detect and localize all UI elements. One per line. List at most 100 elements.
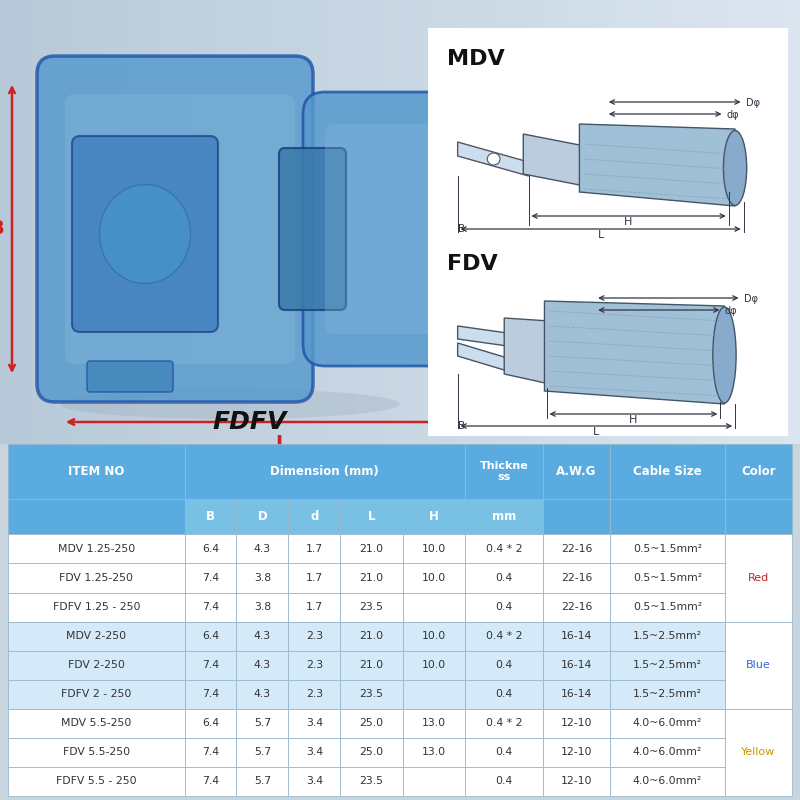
Polygon shape [523, 134, 585, 186]
Text: L: L [368, 510, 375, 523]
Text: 21.0: 21.0 [359, 573, 383, 583]
Polygon shape [458, 326, 507, 346]
Text: 25.0: 25.0 [359, 747, 383, 758]
Text: 10.0: 10.0 [422, 573, 446, 583]
Text: Color: Color [741, 465, 775, 478]
FancyBboxPatch shape [340, 680, 402, 709]
FancyBboxPatch shape [725, 534, 792, 622]
FancyBboxPatch shape [185, 738, 237, 767]
Text: 12-10: 12-10 [561, 747, 592, 758]
FancyBboxPatch shape [340, 563, 402, 593]
FancyBboxPatch shape [340, 650, 402, 680]
Text: 7.4: 7.4 [202, 777, 219, 786]
Text: FDFV 5.5 - 250: FDFV 5.5 - 250 [56, 777, 137, 786]
Text: 0.4 * 2: 0.4 * 2 [486, 631, 522, 641]
FancyBboxPatch shape [8, 709, 185, 738]
Text: 4.0~6.0mm²: 4.0~6.0mm² [633, 777, 702, 786]
Text: 0.4: 0.4 [495, 747, 513, 758]
Text: 4.3: 4.3 [254, 690, 271, 699]
FancyBboxPatch shape [237, 767, 288, 796]
Text: 4.0~6.0mm²: 4.0~6.0mm² [633, 718, 702, 728]
FancyBboxPatch shape [288, 593, 340, 622]
FancyBboxPatch shape [402, 680, 465, 709]
Text: 0.4: 0.4 [495, 660, 513, 670]
FancyBboxPatch shape [465, 499, 542, 534]
FancyBboxPatch shape [465, 534, 542, 563]
FancyBboxPatch shape [465, 738, 542, 767]
FancyBboxPatch shape [725, 709, 792, 796]
FancyBboxPatch shape [8, 534, 185, 563]
FancyBboxPatch shape [237, 680, 288, 709]
Text: 0.5~1.5mm²: 0.5~1.5mm² [633, 602, 702, 612]
Text: 4.3: 4.3 [254, 631, 271, 641]
Text: 2.3: 2.3 [306, 690, 323, 699]
Text: 4.3: 4.3 [254, 660, 271, 670]
Text: mm: mm [492, 510, 516, 523]
FancyBboxPatch shape [87, 361, 173, 392]
FancyBboxPatch shape [8, 738, 185, 767]
Text: 25.0: 25.0 [359, 718, 383, 728]
Circle shape [487, 153, 500, 165]
FancyBboxPatch shape [542, 622, 610, 650]
Text: 1.5~2.5mm²: 1.5~2.5mm² [633, 631, 702, 641]
Text: L: L [275, 434, 287, 453]
Text: 10.0: 10.0 [422, 544, 446, 554]
FancyBboxPatch shape [340, 767, 402, 796]
FancyBboxPatch shape [237, 622, 288, 650]
FancyBboxPatch shape [610, 650, 725, 680]
Text: 7.4: 7.4 [202, 747, 219, 758]
FancyBboxPatch shape [185, 650, 237, 680]
FancyBboxPatch shape [185, 593, 237, 622]
Text: 3.4: 3.4 [306, 777, 323, 786]
Text: MDV 2-250: MDV 2-250 [66, 631, 126, 641]
FancyBboxPatch shape [402, 534, 465, 563]
Text: B: B [458, 421, 465, 431]
Text: L: L [598, 230, 604, 240]
Text: 1.7: 1.7 [306, 544, 323, 554]
Text: 3.8: 3.8 [254, 573, 271, 583]
FancyBboxPatch shape [237, 499, 288, 534]
FancyBboxPatch shape [402, 767, 465, 796]
FancyBboxPatch shape [288, 767, 340, 796]
Text: Cable Size: Cable Size [633, 465, 702, 478]
FancyBboxPatch shape [465, 767, 542, 796]
Text: 3.4: 3.4 [306, 747, 323, 758]
FancyBboxPatch shape [185, 444, 465, 499]
FancyBboxPatch shape [465, 593, 542, 622]
Text: 3.8: 3.8 [254, 602, 271, 612]
FancyBboxPatch shape [610, 534, 725, 563]
Text: H: H [630, 415, 638, 425]
FancyBboxPatch shape [402, 650, 465, 680]
Polygon shape [579, 124, 735, 206]
FancyBboxPatch shape [8, 444, 185, 499]
Text: 21.0: 21.0 [359, 660, 383, 670]
Text: B: B [458, 224, 465, 234]
Text: H: H [624, 217, 632, 227]
Text: 5.7: 5.7 [254, 718, 271, 728]
FancyBboxPatch shape [725, 622, 792, 709]
Ellipse shape [467, 119, 513, 339]
Text: Dimension (mm): Dimension (mm) [270, 465, 379, 478]
Text: Yellow: Yellow [741, 747, 775, 758]
Text: 1.5~2.5mm²: 1.5~2.5mm² [633, 660, 702, 670]
Text: dφ: dφ [725, 306, 737, 316]
Ellipse shape [713, 307, 736, 403]
FancyBboxPatch shape [288, 650, 340, 680]
FancyBboxPatch shape [237, 593, 288, 622]
Text: A.W.G: A.W.G [556, 465, 597, 478]
Text: 6.4: 6.4 [202, 631, 219, 641]
Text: 13.0: 13.0 [422, 718, 446, 728]
FancyBboxPatch shape [237, 709, 288, 738]
FancyBboxPatch shape [237, 650, 288, 680]
FancyBboxPatch shape [340, 709, 402, 738]
Text: 22-16: 22-16 [561, 602, 592, 612]
Ellipse shape [99, 185, 190, 283]
Text: Dφ: Dφ [743, 294, 758, 304]
Ellipse shape [723, 130, 746, 206]
FancyBboxPatch shape [610, 444, 725, 499]
FancyBboxPatch shape [610, 738, 725, 767]
Text: 16-14: 16-14 [561, 660, 592, 670]
FancyBboxPatch shape [610, 767, 725, 796]
FancyBboxPatch shape [8, 499, 185, 534]
FancyBboxPatch shape [185, 499, 237, 534]
